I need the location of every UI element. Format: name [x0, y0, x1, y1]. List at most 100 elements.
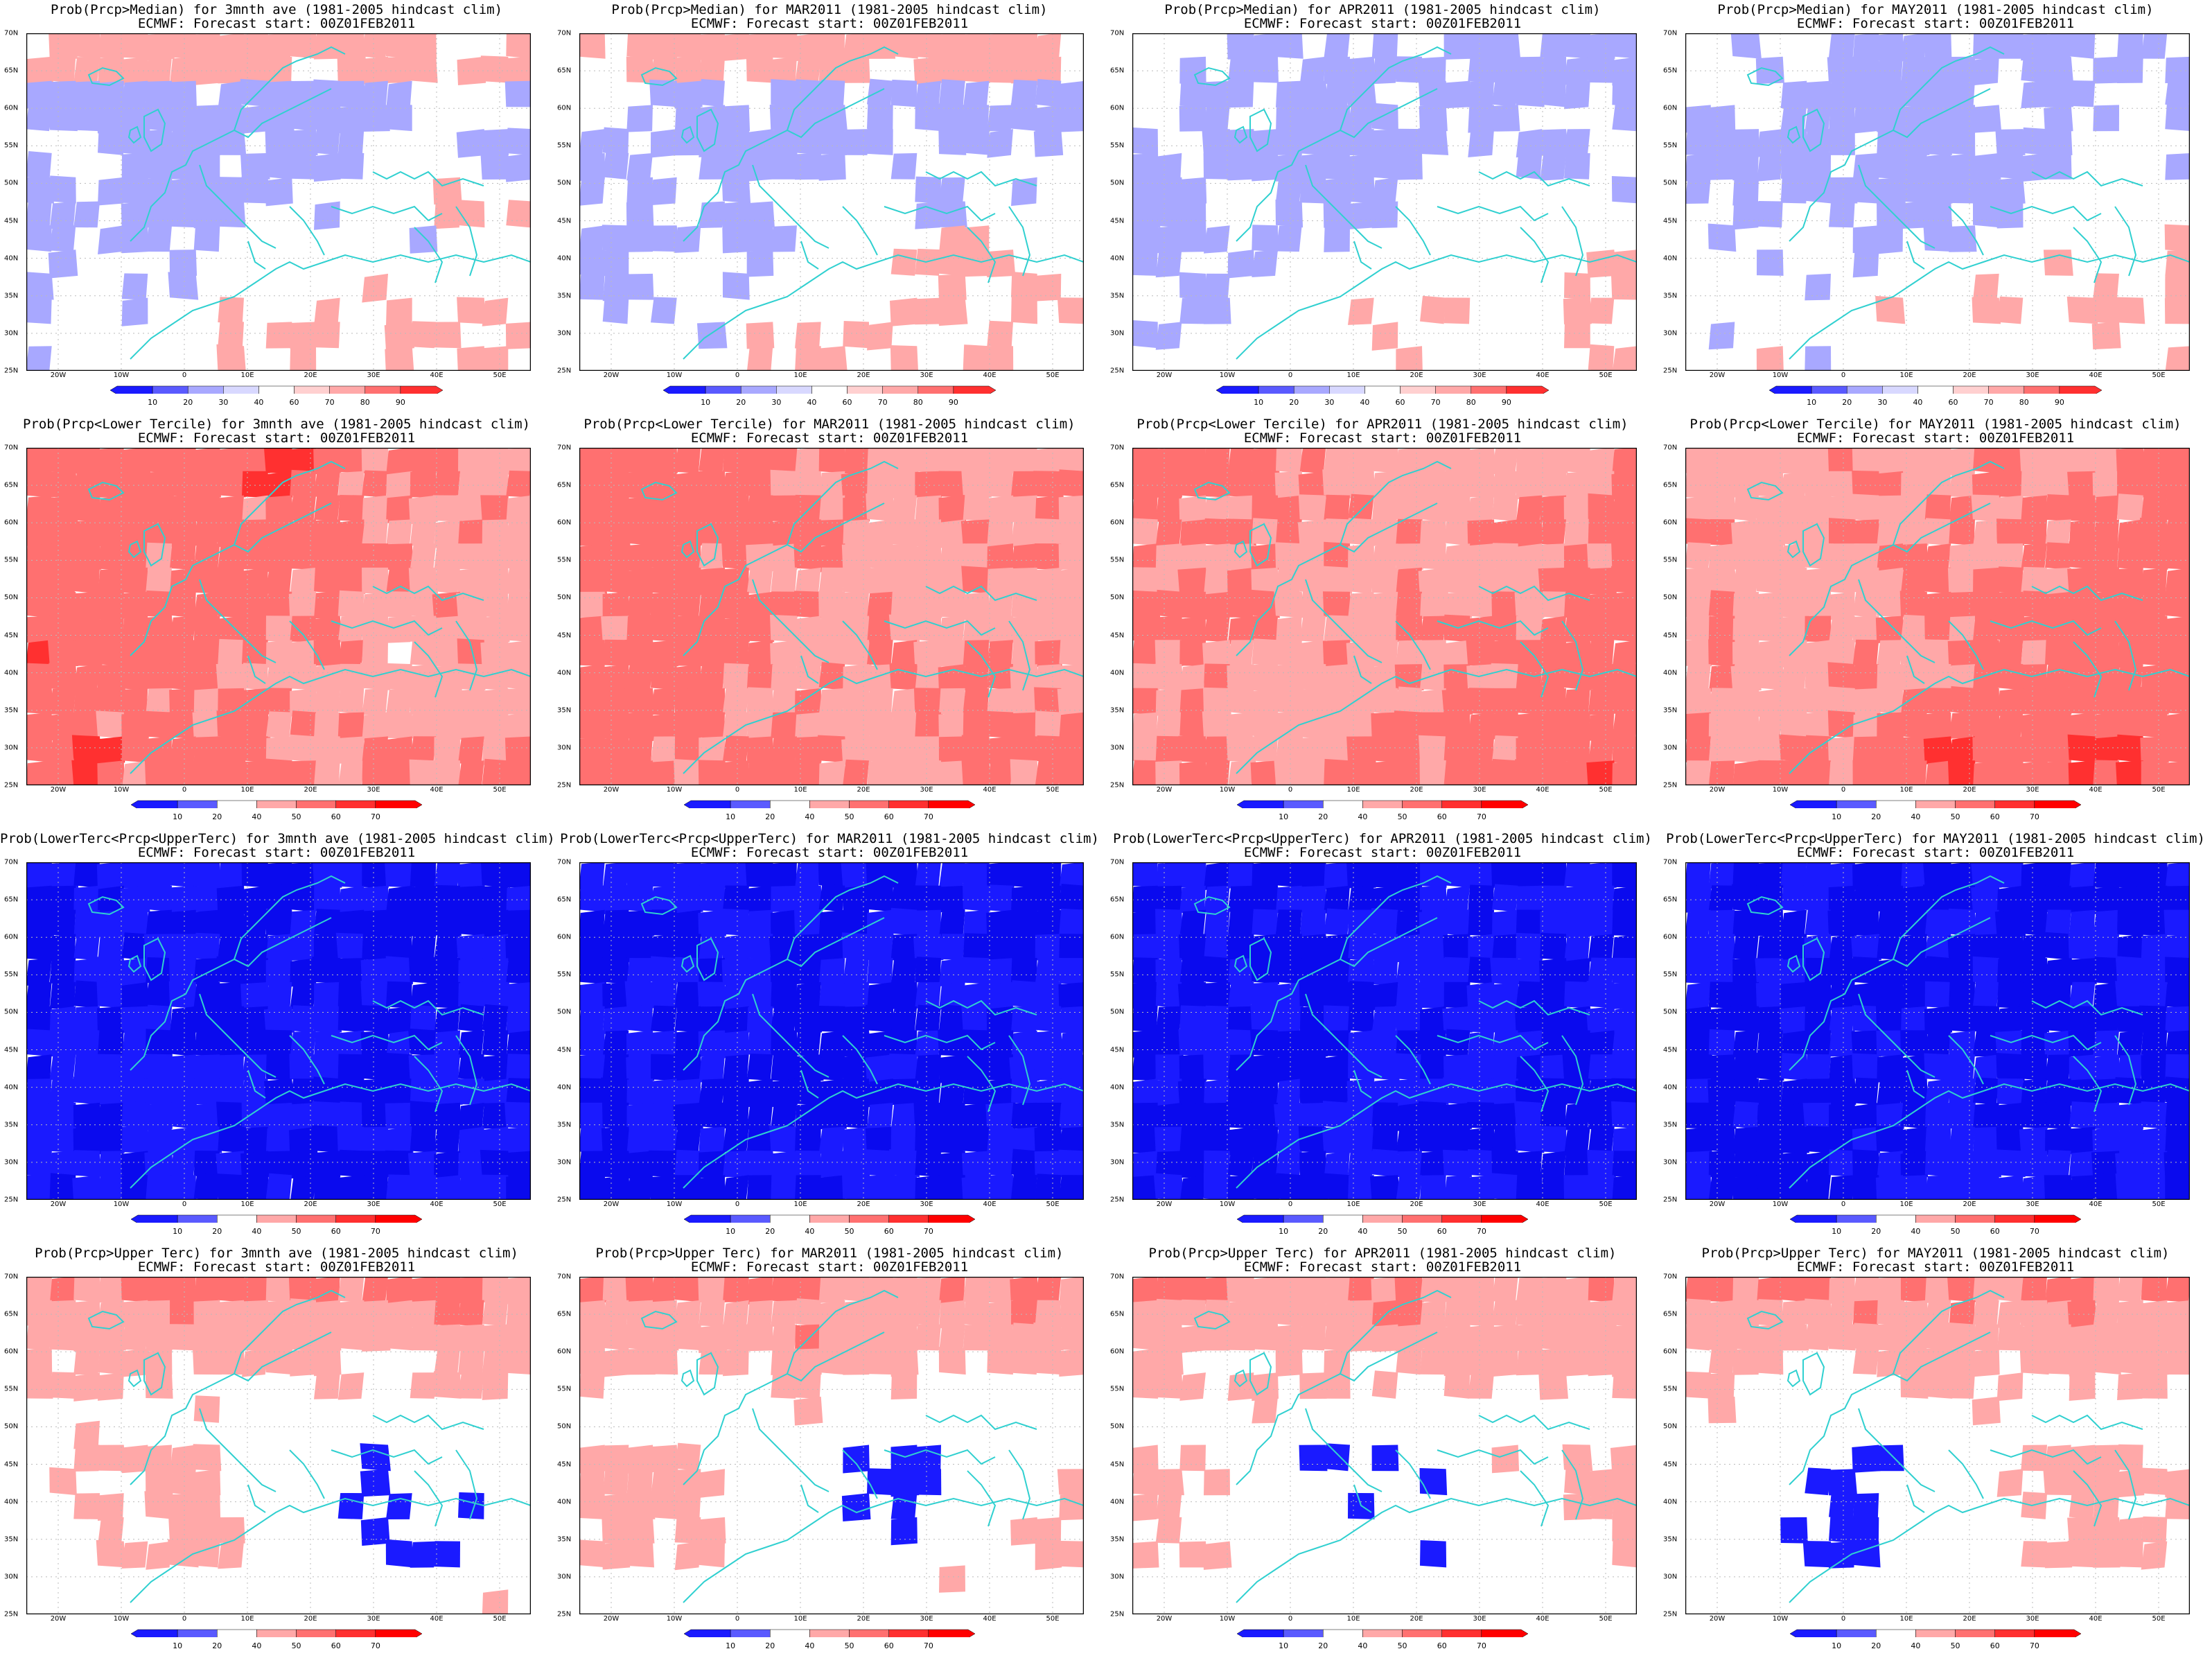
probability-contour-cell — [73, 1006, 100, 1033]
probability-contour-cell — [1418, 957, 1448, 984]
colorbar-tick-label: 70 — [324, 398, 335, 407]
probability-contour-cell — [1348, 297, 1374, 325]
lon-tick-label: 10W — [1772, 786, 1789, 794]
probability-contour-cell — [2091, 712, 2121, 741]
probability-contour-cell — [2019, 1004, 2050, 1033]
probability-contour-cell — [265, 590, 292, 618]
coastline — [1008, 620, 1031, 691]
probability-contour-cell — [1348, 1053, 1375, 1081]
probability-contour-cell — [1563, 495, 1591, 523]
map-frame — [26, 33, 531, 371]
probability-contour-cell — [409, 759, 438, 785]
probability-contour-cell — [1564, 272, 1590, 300]
probability-contour-cell — [985, 1277, 1016, 1303]
probability-contour-cell — [649, 1492, 678, 1519]
probability-contour-cell — [337, 33, 366, 59]
probability-contour-cell — [602, 1006, 629, 1034]
probability-contour-cell — [2019, 448, 2049, 473]
lat-tick-label: 45N — [557, 1460, 572, 1469]
colorbar-tick-label: 60 — [1437, 812, 1447, 821]
probability-contour-cell — [1972, 152, 2001, 182]
probability-contour-cell — [602, 471, 631, 498]
probability-contour-cell — [651, 1054, 678, 1081]
coastline — [331, 205, 443, 222]
probability-contour-cell — [2045, 567, 2071, 595]
coastline — [683, 254, 1084, 360]
lat-tick-label: 40N — [557, 1498, 572, 1506]
probability-contour-cell — [1348, 1126, 1374, 1153]
probability-contour-cell — [1035, 615, 1062, 643]
probability-contour-cell — [1371, 129, 1398, 156]
probability-contour-cell — [1755, 614, 1785, 643]
probability-contour-cell — [1757, 152, 1783, 182]
probability-contour-cell — [170, 1101, 196, 1129]
probability-contour-cell — [2045, 862, 2071, 888]
lat-tick-label: 70N — [1663, 1273, 1678, 1281]
lon-tick-label: 10E — [240, 1615, 254, 1623]
lat-tick-label: 55N — [1663, 970, 1678, 979]
probability-contour-cell — [1829, 1006, 1855, 1033]
probability-contour-cell — [1996, 448, 2024, 475]
probability-contour-cell — [1132, 639, 1158, 667]
probability-contour-cell — [1949, 712, 1975, 739]
probability-contour-cell — [146, 1277, 172, 1302]
probability-contour-cell — [362, 1300, 388, 1327]
probability-contour-cell — [1155, 543, 1182, 571]
probability-contour-cell — [1371, 958, 1398, 985]
probability-contour-cell — [1179, 56, 1206, 84]
probability-contour-cell — [49, 1300, 76, 1327]
probability-contour-cell — [457, 616, 486, 645]
probability-contour-cell — [795, 712, 821, 740]
probability-contour-cell — [98, 495, 124, 524]
colorbar-tick-label: 50 — [1397, 812, 1407, 821]
probability-contour-cell — [1396, 981, 1422, 1009]
coastline — [1802, 937, 1825, 981]
probability-contour-cell — [1540, 1102, 1566, 1129]
probability-contour-cell — [2115, 1077, 2146, 1105]
probability-contour-cell — [2019, 1151, 2050, 1178]
probability-contour-cell — [1780, 1102, 1807, 1132]
probability-contour-cell — [987, 760, 1013, 785]
probability-contour-cell — [2116, 297, 2145, 324]
probability-contour-cell — [1132, 448, 1158, 474]
probability-contour-cell — [1852, 1053, 1881, 1081]
probability-contour-cell — [168, 470, 198, 498]
coastline — [289, 206, 325, 256]
probability-contour-cell — [218, 1054, 244, 1081]
probability-contour-cell — [2141, 1541, 2168, 1570]
probability-contour-cell — [579, 543, 606, 573]
probability-contour-cell — [2068, 932, 2097, 961]
coastline — [640, 481, 678, 501]
probability-contour-cell — [1492, 1348, 1518, 1377]
coastline — [130, 88, 332, 242]
probability-contour-cell — [2021, 471, 2047, 498]
probability-contour-cell — [1371, 201, 1398, 229]
probability-contour-cell — [1564, 471, 1590, 498]
panel-title: Prob(LowerTerc<Prcp<UpperTerc) for MAY20… — [1666, 831, 2205, 846]
probability-contour-cell — [602, 1053, 629, 1081]
coastline — [696, 108, 719, 152]
probability-contour-cell — [771, 1277, 797, 1302]
colorbar-tick-label: 70 — [1983, 398, 1994, 407]
colorbar-tick-label: 10 — [173, 1641, 183, 1650]
probability-contour-cell — [1059, 1300, 1084, 1328]
probability-contour-cell — [602, 1493, 630, 1521]
probability-contour-cell — [1805, 273, 1831, 301]
probability-contour-cell — [1492, 543, 1518, 570]
lat-tick-label: 60N — [1663, 104, 1678, 112]
coastline — [1340, 46, 1452, 131]
probability-contour-cell — [1442, 591, 1473, 620]
probability-contour-cell — [867, 448, 893, 475]
probability-contour-cell — [699, 1006, 725, 1033]
probability-contour-cell — [2045, 448, 2072, 473]
probability-contour-cell — [504, 712, 531, 742]
probability-contour-cell — [288, 1102, 319, 1131]
probability-contour-cell — [193, 688, 220, 716]
probability-contour-cell — [1757, 495, 1784, 523]
probability-contour-cell — [1707, 1324, 1737, 1351]
lat-tick-label: 50N — [1663, 1422, 1678, 1431]
probability-contour-cell — [193, 201, 220, 229]
probability-contour-cell — [2093, 1054, 2120, 1083]
probability-contour-cell — [2093, 519, 2119, 548]
probability-contour-cell — [1204, 1324, 1230, 1351]
